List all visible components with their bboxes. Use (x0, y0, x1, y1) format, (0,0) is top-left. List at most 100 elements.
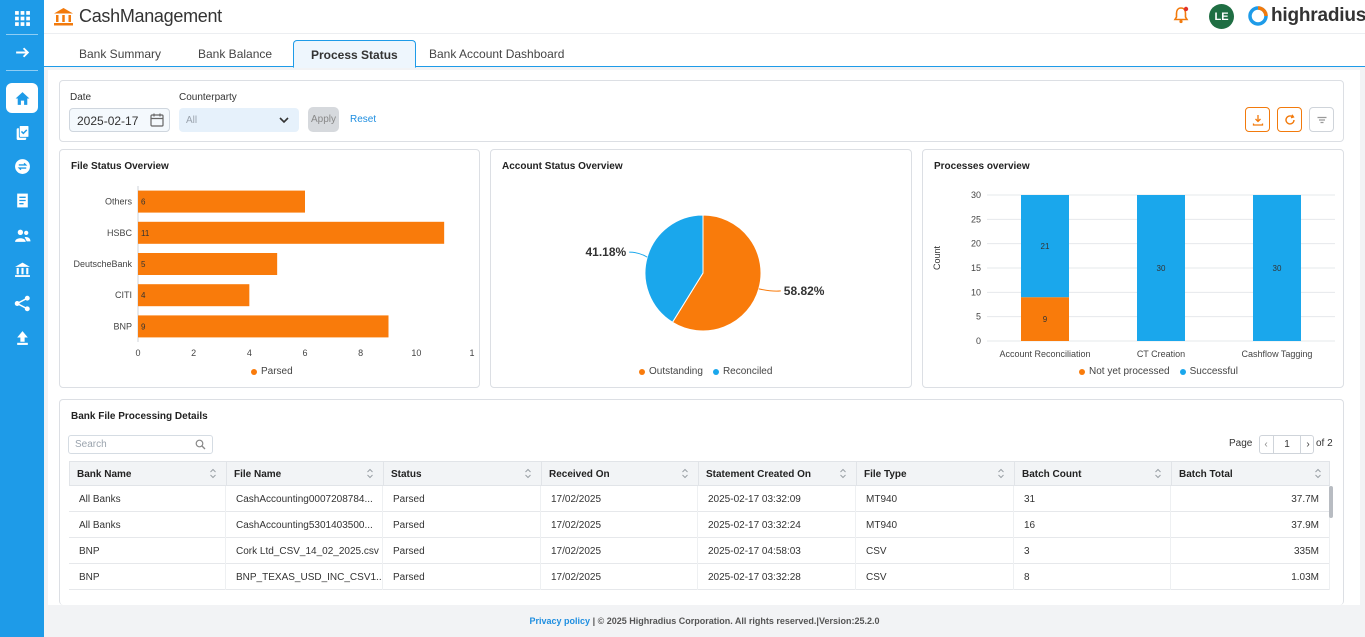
user-avatar[interactable]: LE (1209, 4, 1234, 29)
y-tick-label: 30 (971, 190, 981, 200)
tab-bank-account-dashboard[interactable]: Bank Account Dashboard (429, 47, 565, 61)
search-input[interactable]: Search (68, 435, 213, 454)
sort-icon[interactable] (367, 468, 373, 479)
rail-divider (6, 70, 38, 71)
table-title: Bank File Processing Details (71, 411, 208, 422)
column-header-received-on[interactable]: Received On (542, 462, 699, 487)
calendar-icon[interactable] (150, 113, 164, 127)
page-selector[interactable]: ‹ 1 › (1259, 435, 1314, 454)
users-icon[interactable] (0, 220, 44, 250)
tasks-icon[interactable] (0, 117, 44, 147)
counterparty-value: All (186, 115, 198, 126)
table-row[interactable]: All Banks CashAccounting0007208784... Pars… (69, 486, 1330, 512)
cell-file-type: CSV (856, 538, 1014, 564)
privacy-policy-link[interactable]: Privacy policy (529, 616, 591, 626)
refresh-button[interactable] (1277, 107, 1302, 132)
sort-icon[interactable] (840, 468, 846, 479)
page-number-input[interactable]: 1 (1273, 436, 1301, 453)
sort-icon[interactable] (682, 468, 688, 479)
bar-bnp (138, 315, 389, 338)
pie-label-reconciled: 41.18% (586, 245, 627, 259)
app-brand[interactable]: CashManagement (53, 6, 222, 27)
sort-icon[interactable] (1155, 468, 1161, 479)
processes-title: Processes overview (934, 161, 1030, 172)
refresh-icon (1284, 113, 1295, 125)
upload-icon[interactable] (0, 322, 44, 352)
cell-status: Parsed (383, 486, 541, 512)
column-header-bank-name[interactable]: Bank Name (70, 462, 227, 487)
apps-grid-icon[interactable] (0, 3, 44, 33)
processes-chart: 0 5 10 15 20 25 30 Count 9 21 Account Reconciliati… (932, 190, 1335, 359)
reset-link[interactable]: Reset (350, 114, 377, 125)
home-nav-button[interactable] (6, 83, 38, 113)
network-icon[interactable] (0, 288, 44, 318)
counterparty-select[interactable]: All (179, 108, 299, 132)
column-header-file-name[interactable]: File Name (227, 462, 384, 487)
tab-bar: Bank Summary Bank Balance Process Status… (44, 34, 1365, 68)
bar-ct-creation-successful (1137, 195, 1185, 341)
prev-page-icon[interactable]: ‹ (1264, 439, 1268, 450)
column-header-file-type[interactable]: File Type (857, 462, 1015, 487)
sort-icon[interactable] (525, 468, 531, 479)
filter-lines-icon (1317, 116, 1326, 123)
x-tick-label: 2 (191, 348, 196, 358)
report-icon[interactable] (0, 185, 44, 215)
table-row[interactable]: All Banks CashAccounting5301403500... Pars… (69, 512, 1330, 538)
file-status-legend: Parsed (251, 366, 293, 377)
sort-icon[interactable] (998, 468, 1004, 479)
data-label-ct-creation-successful: 30 (1157, 264, 1166, 273)
y-tick-label: 10 (971, 287, 981, 297)
bar-deutschebank (138, 253, 278, 275)
cell-status: Parsed (383, 512, 541, 538)
data-label-hsbc: 11 (141, 229, 150, 238)
category-label-bnp: BNP (113, 321, 132, 331)
processes-card: Processes overview 0 5 10 15 20 25 30 Count 9 21 A… (922, 149, 1344, 388)
sort-icon[interactable] (1315, 468, 1321, 479)
transfer-icon[interactable] (0, 151, 44, 181)
tab-bank-summary[interactable]: Bank Summary (79, 47, 162, 61)
sort-icon[interactable] (210, 468, 216, 479)
cell-batch-total: 37.7M (1171, 486, 1330, 512)
footer: Privacy policy | © 2025 Highradius Corpo… (44, 605, 1365, 637)
table-row[interactable]: BNP Cork Ltd_CSV_14_02_2025.csv Parsed 17/0… (69, 538, 1330, 564)
bank-logo-icon (54, 8, 73, 26)
bank-icon[interactable] (0, 254, 44, 284)
apply-button[interactable]: Apply (308, 107, 339, 132)
cell-batch-count: 3 (1014, 538, 1171, 564)
column-header-statement-created-on[interactable]: Statement Created On (699, 462, 857, 487)
legend-label-outstanding: Outstanding (649, 366, 703, 377)
table-row[interactable] (69, 590, 1330, 597)
table-scrollbar[interactable] (1329, 486, 1333, 518)
next-page-icon[interactable]: › (1306, 439, 1310, 450)
cell-batch-total: 1.03M (1171, 564, 1330, 590)
data-label-bnp: 9 (141, 322, 146, 331)
rail-divider (6, 34, 38, 35)
column-header-batch-total[interactable]: Batch Total (1172, 462, 1330, 487)
legend-swatch-reconciled (712, 368, 719, 375)
file-status-chart: 6 Others 11 HSBC 5 DeutscheBank 4 CITI 9 BNP 0 2 4 6 8… (73, 186, 475, 358)
expand-arrow-icon[interactable] (0, 37, 44, 67)
tab-bank-balance[interactable]: Bank Balance (198, 47, 273, 61)
cell-file-type: MT940 (856, 512, 1014, 538)
notification-bell-icon[interactable] (1173, 6, 1189, 27)
date-label: Date (70, 92, 92, 103)
cell-file-name: Cork Ltd_CSV_14_02_2025.csv (226, 538, 383, 564)
download-button[interactable] (1245, 107, 1270, 132)
tab-process-status[interactable]: Process Status (293, 40, 416, 68)
x-tick-label: 10 (411, 348, 421, 358)
cell-received-on: 17/02/2025 (541, 486, 698, 512)
date-picker[interactable]: 2025-02-17 (69, 108, 170, 132)
column-header-status[interactable]: Status (384, 462, 542, 487)
highradius-logo-text: highradius (1271, 5, 1365, 26)
account-status-title: Account Status Overview (502, 161, 623, 172)
cell-file-type: MT940 (856, 486, 1014, 512)
column-header-batch-count[interactable]: Batch Count (1015, 462, 1172, 487)
filter-button[interactable] (1309, 107, 1334, 132)
highradius-logo: highradius (1247, 5, 1365, 27)
y-tick-label: 15 (971, 263, 981, 273)
table-row[interactable]: BNP BNP_TEXAS_USD_INC_CSV1... Parsed 17/02/… (69, 564, 1330, 590)
cell-received-on: 17/02/2025 (541, 564, 698, 590)
cell-file-name: BNP_TEXAS_USD_INC_CSV1... (226, 564, 383, 590)
category-label-ct-creation: CT Creation (1137, 349, 1185, 359)
y-axis-label: Count (932, 246, 942, 271)
